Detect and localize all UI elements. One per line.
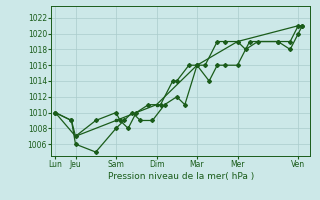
X-axis label: Pression niveau de la mer( hPa ): Pression niveau de la mer( hPa ) xyxy=(108,172,254,181)
